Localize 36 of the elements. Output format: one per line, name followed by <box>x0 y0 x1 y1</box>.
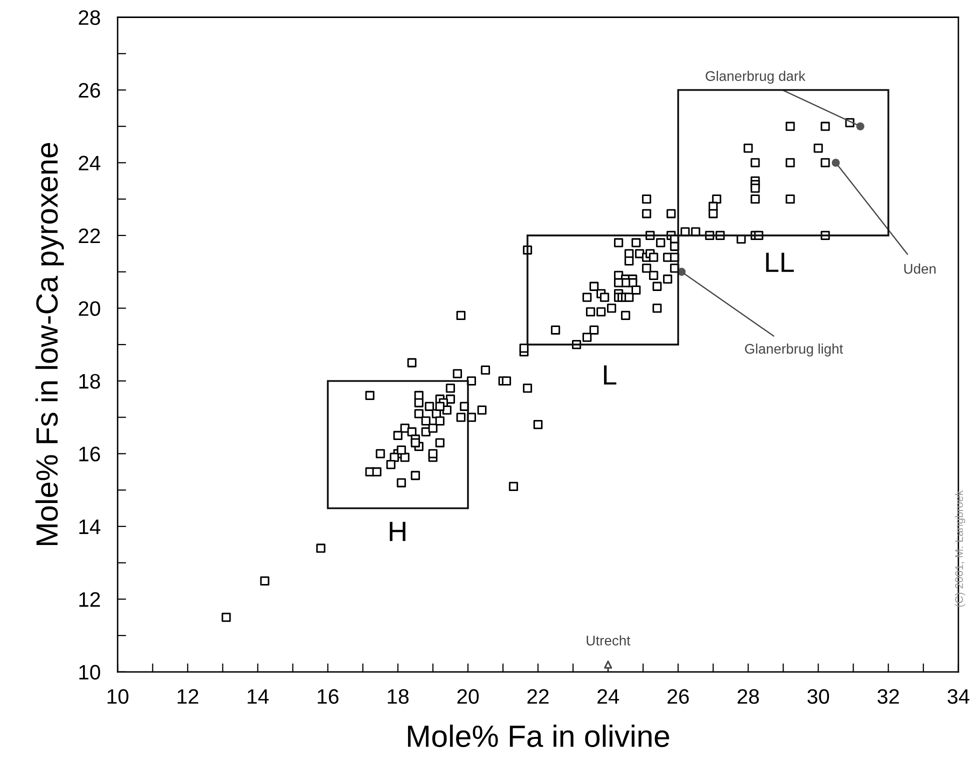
point <box>856 122 864 130</box>
x-tick-label: 20 <box>457 689 479 704</box>
annotation: H <box>390 522 406 541</box>
point <box>832 158 840 167</box>
x-tick-label: 28 <box>738 689 759 704</box>
annotation: Glanerbrug dark <box>706 70 806 84</box>
x-tick-label: 32 <box>878 689 899 704</box>
x-axis-title: Mole% Fa in olivine <box>408 724 670 748</box>
x-tick-label: 12 <box>178 689 198 704</box>
y-tick-label: 28 <box>78 10 100 25</box>
x-tick-label: 16 <box>318 689 338 704</box>
y-axis-title: Mole% Fs in low-Ca pyroxene <box>35 142 64 545</box>
x-tick-label: 24 <box>598 689 620 704</box>
annotation: Uden <box>904 264 936 274</box>
x-tick-label: 22 <box>527 689 549 704</box>
annotation: Glanerbrug light <box>745 344 844 356</box>
y-tick-label: 12 <box>79 592 100 607</box>
y-tick-label: 24 <box>78 156 100 170</box>
x-tick-label: 18 <box>388 689 409 704</box>
point <box>604 660 612 669</box>
y-tick-label: 10 <box>79 664 100 680</box>
annotation: Utrecht <box>586 635 630 646</box>
x-tick-label: 10 <box>108 689 128 704</box>
y-tick-label: 22 <box>78 228 100 244</box>
annotation: L <box>604 365 616 384</box>
x-tick-label: 14 <box>248 689 269 704</box>
y-tick-label: 26 <box>78 82 100 98</box>
annotation: (C) 2001, M. Langbroek <box>954 490 966 607</box>
y-tick-label: 14 <box>79 520 100 534</box>
x-tick-label: 30 <box>807 689 830 704</box>
y-tick-label: 18 <box>79 374 100 389</box>
y-tick-label: 16 <box>79 446 100 462</box>
y-tick-label: 20 <box>78 301 100 316</box>
annotation: LL <box>766 252 794 272</box>
x-tick-label: 26 <box>668 689 689 704</box>
x-tick-label: 34 <box>948 689 970 704</box>
